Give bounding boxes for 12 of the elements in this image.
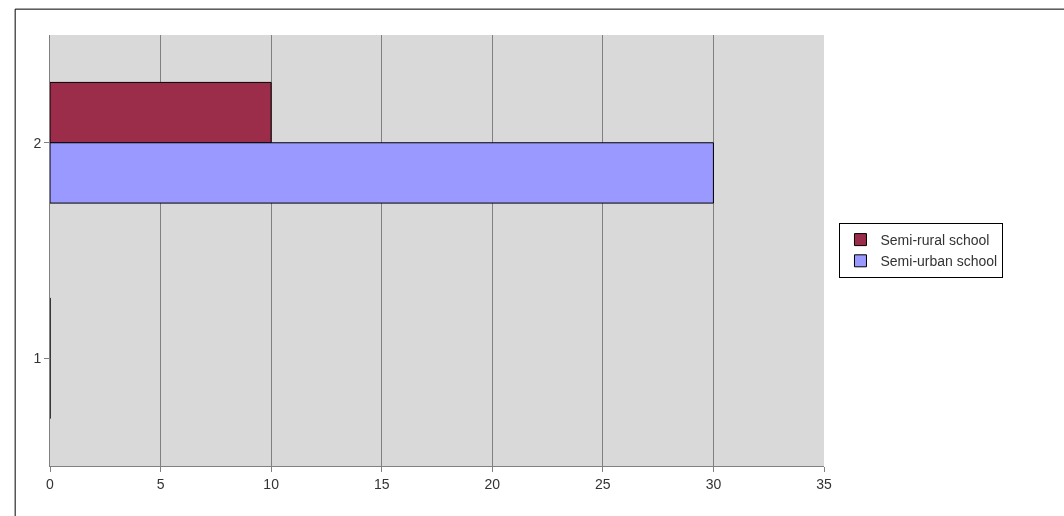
x-tick-label: 30 [705, 475, 722, 492]
legend-label: Semi-rural school [880, 232, 990, 249]
x-tick-label: 15 [373, 475, 390, 492]
x-tick-label: 5 [156, 475, 165, 492]
y-tick-label: 1 [33, 350, 42, 367]
x-tick-label: 25 [595, 475, 611, 492]
x-tick-label: 20 [484, 475, 501, 492]
legend-label: Semi-urban school [880, 253, 998, 270]
y-tick-label: 2 [33, 134, 42, 151]
x-tick-label: 10 [263, 475, 280, 492]
x-tick-label: 35 [816, 475, 832, 492]
x-tick-label: 0 [46, 475, 55, 492]
